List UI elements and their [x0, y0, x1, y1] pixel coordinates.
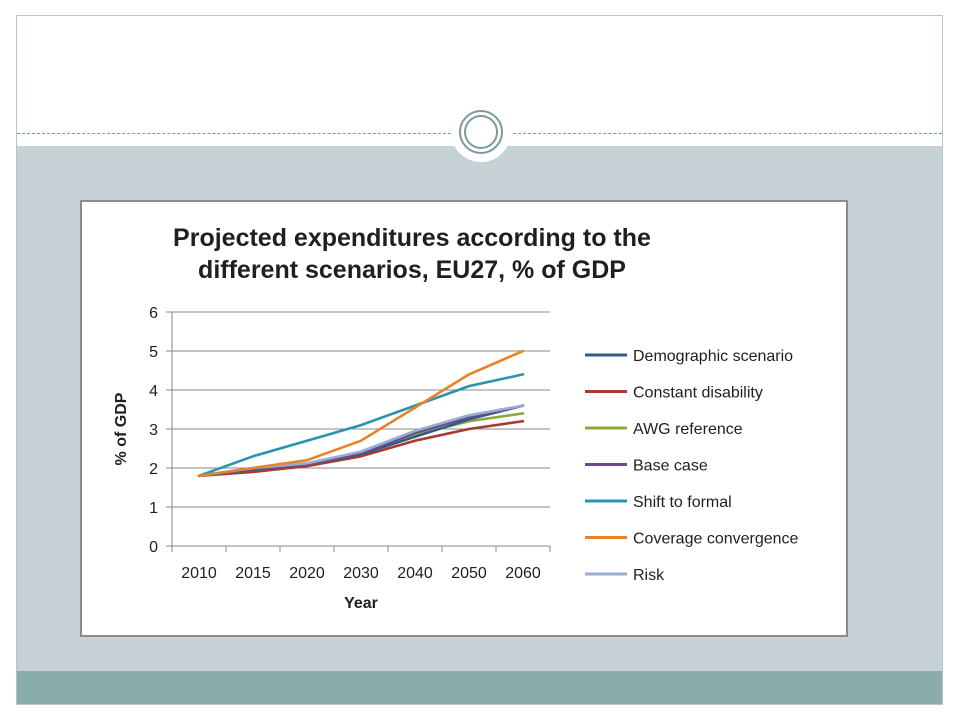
y-tick-label: 1: [149, 500, 158, 517]
axes: [166, 311, 551, 552]
legend-label: Demographic scenario: [633, 348, 793, 365]
x-tick-label: 2030: [343, 565, 379, 582]
x-tick-label: 2060: [505, 565, 541, 582]
x-tick-label: 2010: [181, 565, 217, 582]
legend: Demographic scenario Constant disability A…: [585, 348, 799, 584]
series-line-constant-disability: [197, 419, 525, 478]
series-line-shift-to-formal: [197, 373, 525, 478]
y-tick-label: 2: [149, 461, 158, 478]
chart-panel: Projected expenditures according to the …: [80, 200, 848, 637]
legend-label: AWG reference: [633, 421, 743, 438]
x-tick-label: 2050: [451, 565, 487, 582]
chart-svg: Projected expenditures according to the …: [113, 224, 799, 612]
legend-label: Base case: [633, 458, 708, 475]
x-tick-label: 2040: [397, 565, 433, 582]
legend-label: Constant disability: [633, 385, 763, 402]
y-tick-label: 4: [149, 383, 158, 400]
gridlines: [172, 311, 550, 508]
y-axis-title: % of GDP: [113, 392, 130, 465]
series-line-awg-reference: [197, 412, 525, 478]
footer-band: [17, 671, 942, 704]
circle-ornament-icon: [451, 102, 511, 162]
outer-ring: [459, 110, 503, 154]
y-tick-labels: 0 1 2 3 4 5 6: [149, 305, 158, 556]
inner-ring: [464, 115, 498, 149]
y-tick-label: 3: [149, 422, 158, 439]
legend-label: Coverage convergence: [633, 531, 799, 548]
x-axis-title: Year: [344, 595, 378, 612]
chart-title-line-1: Projected expenditures according to the: [173, 224, 651, 252]
y-tick-label: 0: [149, 539, 158, 556]
y-tick-label: 5: [149, 344, 158, 361]
x-tick-label: 2020: [289, 565, 325, 582]
series-line-coverage-convergence: [197, 349, 525, 478]
x-tick-labels: 2010 2015 2020 2030 2040 2050 2060: [181, 565, 541, 582]
legend-label: Shift to formal: [633, 494, 732, 511]
legend-label: Risk: [633, 567, 665, 584]
y-tick-label: 6: [149, 305, 158, 322]
chart-title-line-2: different scenarios, EU27, % of GDP: [198, 256, 626, 284]
x-tick-label: 2015: [235, 565, 271, 582]
series-lines: [197, 349, 525, 478]
